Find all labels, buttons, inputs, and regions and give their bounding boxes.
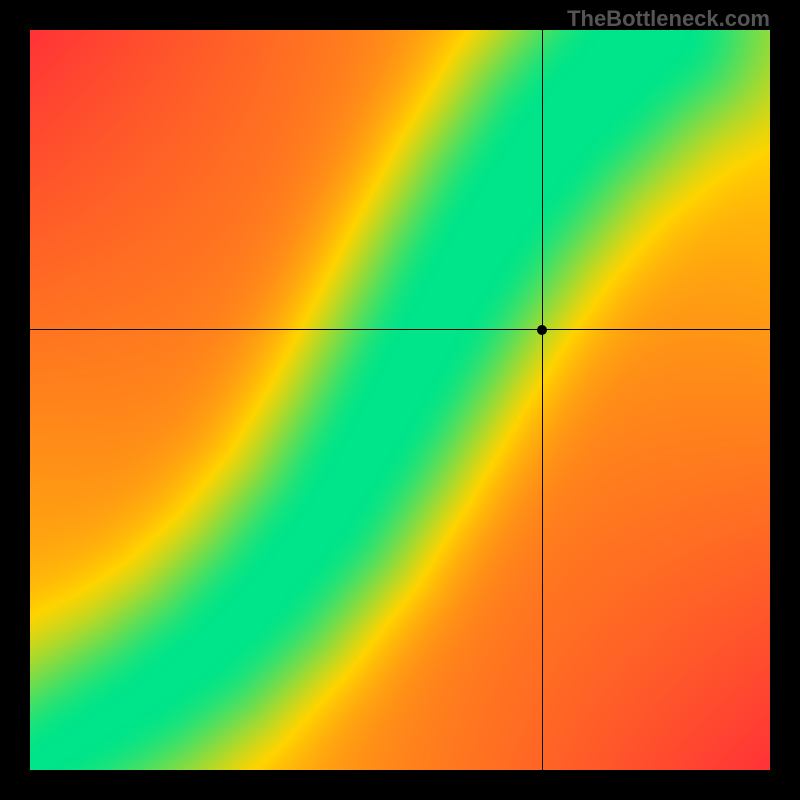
crosshair-vertical [542,30,543,770]
chart-container: TheBottleneck.com [0,0,800,800]
heatmap-canvas [30,30,770,770]
watermark-text: TheBottleneck.com [567,6,770,32]
crosshair-horizontal [30,329,770,330]
crosshair-marker [537,325,547,335]
plot-area [30,30,770,770]
